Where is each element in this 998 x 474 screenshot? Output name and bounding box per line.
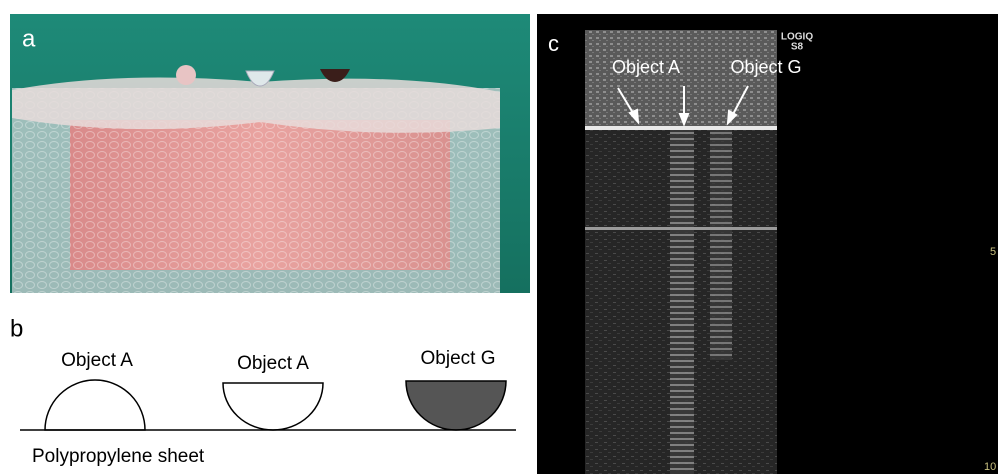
- floor-echo: [585, 227, 777, 230]
- depth-mark: 10: [984, 461, 996, 473]
- panel-c: c Object A Object G LOGIQ S8 5 10: [537, 14, 998, 474]
- dark-bowl-shape: [406, 381, 506, 430]
- reverberation: [670, 130, 694, 474]
- object-label: Object G: [421, 348, 496, 369]
- object-a-photo: [176, 65, 196, 85]
- panel-label: a: [22, 25, 36, 52]
- object-label: Object A: [237, 353, 309, 374]
- panel-label: c: [548, 31, 559, 56]
- object-label: Object A: [61, 350, 133, 371]
- panel-label: b: [10, 315, 23, 342]
- phantom-texture: [70, 120, 450, 270]
- panel-b: b Object A Object A Object G Polypropyle…: [10, 315, 516, 467]
- depth-mark: 5: [990, 246, 996, 258]
- bowl-shape: [223, 383, 323, 430]
- sheet-echo: [585, 126, 777, 130]
- object-label: Object A: [612, 57, 680, 77]
- panel-a: a: [10, 14, 530, 293]
- model-label: S8: [791, 42, 804, 53]
- dome-shape: [45, 380, 145, 430]
- sheet-label: Polypropylene sheet: [32, 446, 205, 467]
- reverberation: [710, 130, 732, 360]
- object-label: Object G: [730, 57, 801, 77]
- figure: a b Object A Object A Object G Polypropy…: [0, 0, 998, 474]
